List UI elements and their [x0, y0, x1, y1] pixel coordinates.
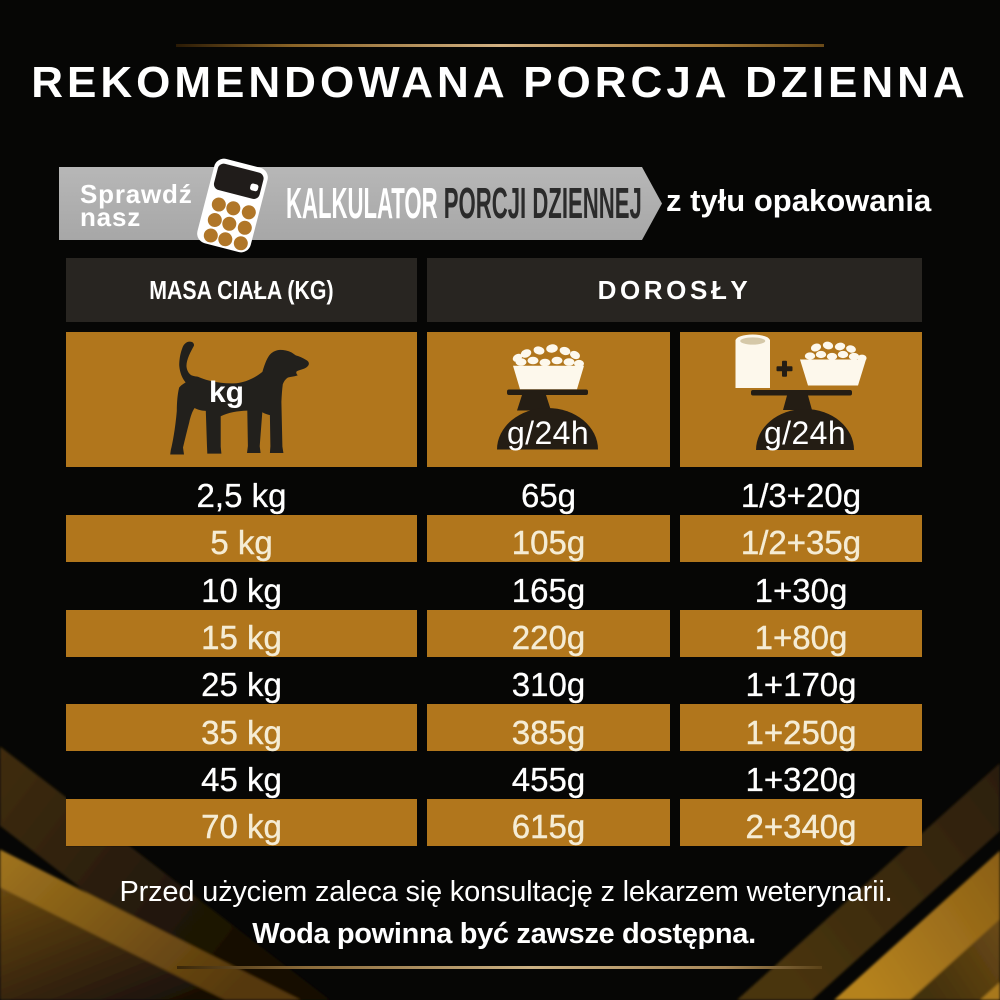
- svg-text:g/24h: g/24h: [764, 415, 846, 451]
- svg-text:g/24h: g/24h: [507, 415, 589, 451]
- svg-text:kg: kg: [209, 376, 244, 409]
